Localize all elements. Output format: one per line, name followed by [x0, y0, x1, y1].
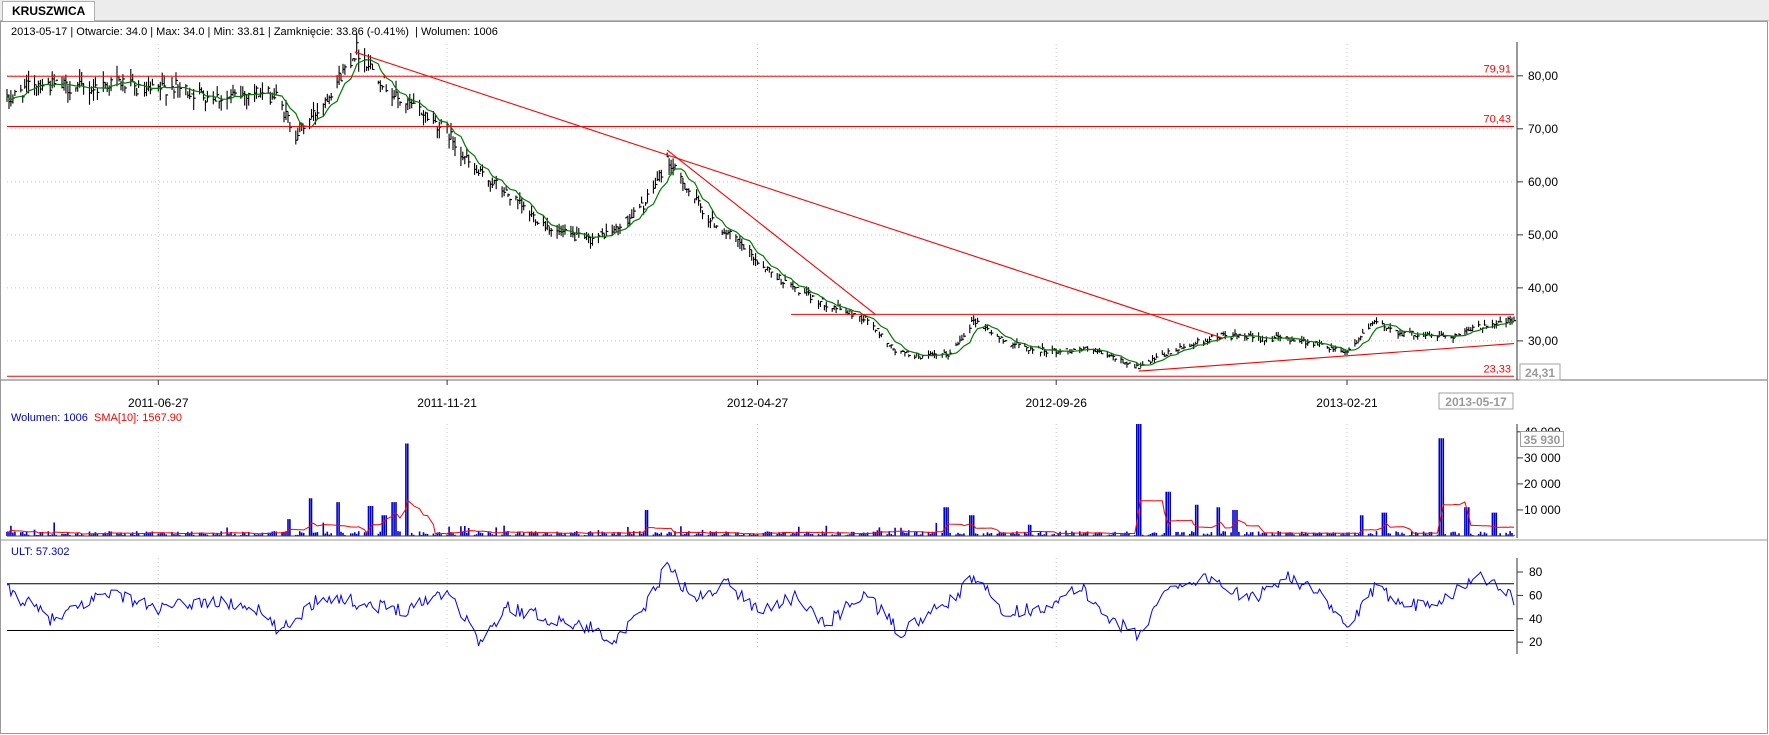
- ult-y-tick-label: 20: [1529, 635, 1543, 649]
- volume-label: Wolumen: 1006: [11, 412, 88, 424]
- ult-y-tick-label: 60: [1529, 588, 1543, 602]
- ult-y-tick-label: 80: [1529, 565, 1543, 579]
- current-date-label: 2013-05-17: [1445, 395, 1507, 409]
- info-date: 2013-05-17: [11, 26, 68, 38]
- horizontal-level-label: 70,43: [1483, 114, 1511, 126]
- volume-y-tick-label: 20 000: [1524, 477, 1561, 491]
- volume-y-tick-label: 30 000: [1524, 451, 1561, 465]
- trend-line: [354, 51, 1224, 339]
- tab-kruszwica[interactable]: KRUSZWICA: [2, 1, 96, 21]
- info-bar: 2013-05-17 | Otwarcie: 34.0 | Max: 34.0 …: [11, 26, 498, 38]
- volume-sma-line: [6, 499, 1515, 535]
- y-tick-label: 60,00: [1528, 175, 1558, 189]
- chart-canvas[interactable]: 79,91 70,43 23,33 2011-06-27 2011-11-21 2012…: [1, 22, 1767, 733]
- horizontal-level-label: 79,91: [1483, 63, 1511, 75]
- trend-line: [1138, 342, 1515, 372]
- price-moving-average: [6, 58, 1515, 366]
- volume-sma-label: SMA[10]: 1567.90: [93, 412, 183, 424]
- info-max: Max: 34.0: [156, 26, 205, 38]
- current-price-label: 24,31: [1525, 366, 1555, 380]
- x-tick-label: 2011-11-21: [417, 396, 477, 410]
- current-date-box: [1438, 392, 1514, 410]
- x-tick-label: 2011-06-27: [128, 396, 189, 410]
- current-price-box: [1519, 363, 1561, 381]
- chart-frame: 79,91 70,43 23,33 2011-06-27 2011-11-21 2012…: [0, 21, 1768, 734]
- ult-y-tick-label: 40: [1529, 612, 1543, 626]
- x-tick-label: 2013-02-21: [1316, 396, 1378, 410]
- horizontal-level-label: 23,33: [1483, 363, 1511, 375]
- info-min: Min: 33.81: [213, 26, 265, 38]
- volume-legend: Wolumen: 1006 SMA[10]: 1567.90: [11, 412, 182, 425]
- trend-line: [666, 149, 876, 315]
- info-volume: Wolumen: 1006: [420, 26, 498, 38]
- x-tick-label: 2012-09-26: [1026, 396, 1088, 410]
- info-open: Otwarcie: 34.0: [76, 26, 148, 38]
- info-close: Zamknięcie: 33.86 (-0.41%): [273, 26, 409, 38]
- y-tick-label: 30,00: [1528, 334, 1558, 348]
- ult-legend: ULT: 57.302: [11, 546, 70, 558]
- volume-bars: [6, 424, 1515, 536]
- y-tick-label: 80,00: [1528, 69, 1558, 83]
- y-tick-label: 40,00: [1528, 281, 1558, 295]
- volume-y-tick-label: 10 000: [1524, 503, 1561, 517]
- ult-line: [6, 561, 1515, 647]
- x-tick-label: 2012-04-27: [727, 396, 789, 410]
- volume-current-box: 35 930: [1520, 431, 1564, 447]
- price-bars: [6, 33, 1516, 370]
- y-tick-label: 50,00: [1528, 228, 1558, 242]
- y-tick-label: 70,00: [1528, 122, 1558, 136]
- tab-bar: KRUSZWICA: [0, 0, 1769, 21]
